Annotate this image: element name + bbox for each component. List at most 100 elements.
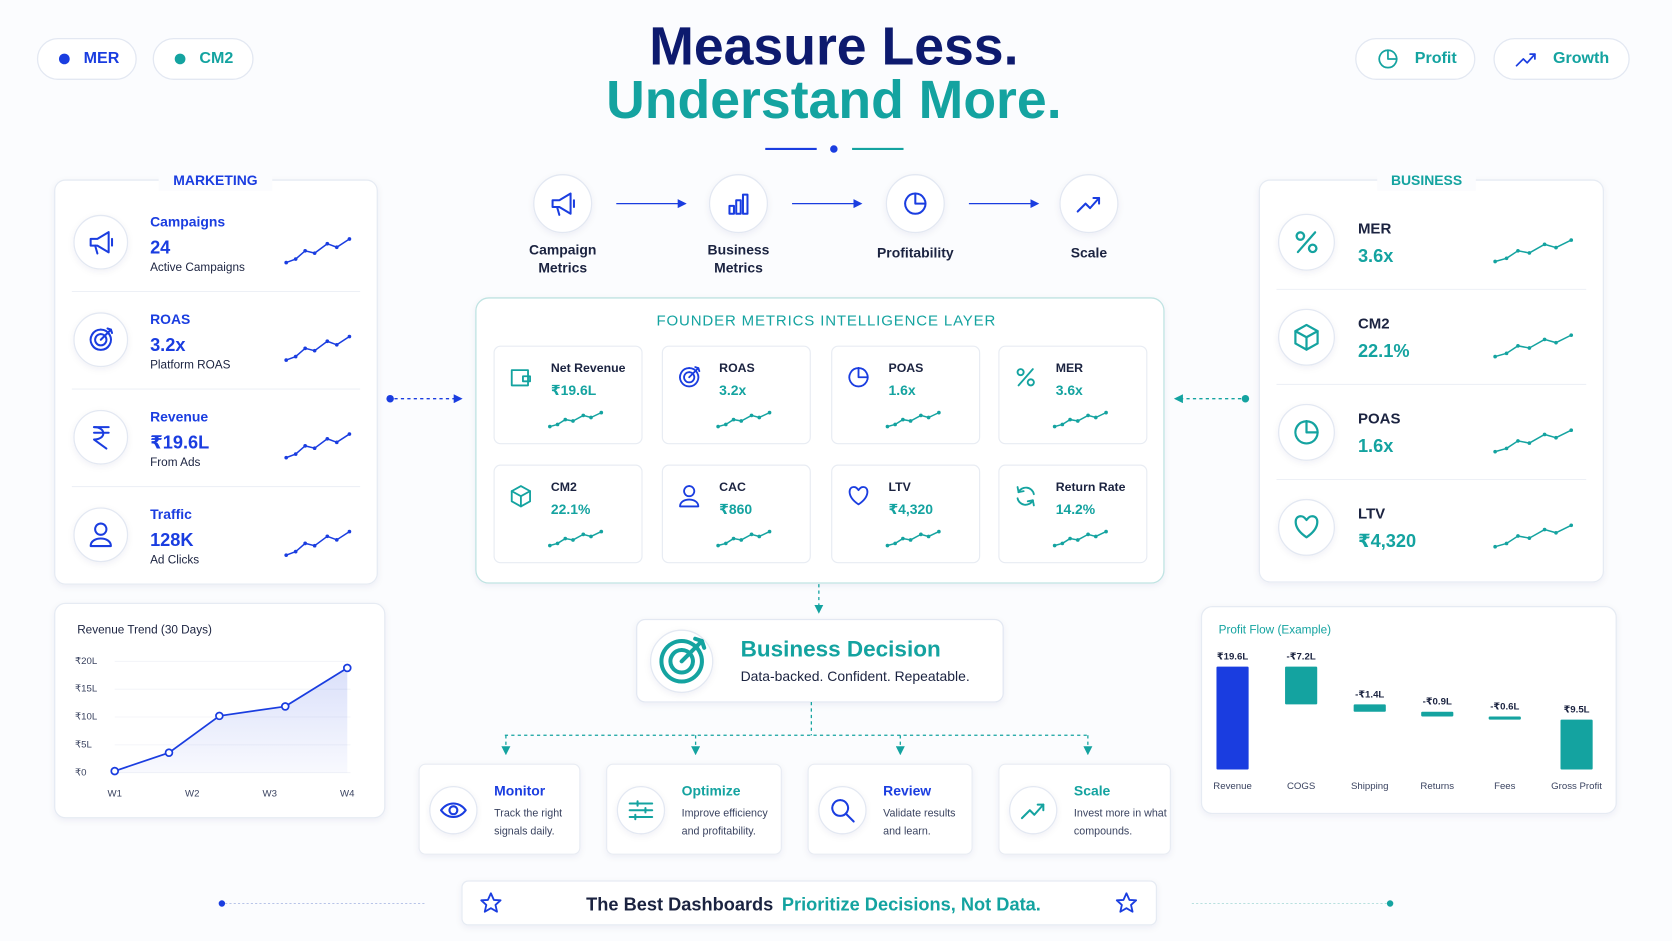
sparkline-dot <box>1075 419 1080 423</box>
icon-stroke <box>831 799 849 817</box>
sparkline-dot <box>1504 256 1509 261</box>
sparkline-dot <box>563 417 568 422</box>
icon-stroke <box>683 485 696 498</box>
sparkline-dot <box>885 424 890 429</box>
icon-stroke <box>904 192 927 215</box>
icon <box>89 522 112 548</box>
icon-stroke <box>99 328 112 341</box>
step-label: Metrics <box>538 260 587 276</box>
sparkline-dot <box>284 260 289 265</box>
sparkline-dot <box>926 415 931 420</box>
nav-pill[interactable] <box>1355 37 1476 80</box>
sparkline-dot <box>1493 259 1497 264</box>
icon <box>679 485 700 508</box>
action-text: signals daily. <box>494 826 554 838</box>
action-title: Scale <box>1074 783 1111 799</box>
sparkline-dot <box>1086 532 1090 537</box>
sparkline-dot <box>749 413 754 418</box>
metric-note: Platform ROAS <box>150 359 231 372</box>
metric-value: ₹19.6L <box>150 433 209 453</box>
sparkline-dot <box>548 424 552 429</box>
intelligence-layer <box>475 297 1165 584</box>
icon <box>628 800 654 821</box>
layer-title: FOUNDER METRICS INTELLIGENCE LAYER <box>656 312 996 329</box>
y-tick-label: ₹10L <box>75 712 98 723</box>
sparkline-dot <box>1516 439 1520 443</box>
icon-stroke <box>1092 196 1101 205</box>
card-value: 22.1% <box>551 501 591 517</box>
metric-label: LTV <box>1358 506 1385 523</box>
divider-dot <box>830 145 838 153</box>
sparkline-dot <box>1086 413 1090 418</box>
sparkline-dot <box>1104 529 1108 534</box>
icon-stroke <box>857 367 869 379</box>
sparkline-dot <box>739 419 744 423</box>
icon <box>1294 515 1319 539</box>
sparkline-dot <box>293 452 298 456</box>
sparkline-dot <box>312 348 317 353</box>
sparkline-dot <box>1569 428 1574 433</box>
sparkline-dot <box>555 422 560 427</box>
metric-value: 22.1% <box>1358 341 1410 361</box>
chart-panel <box>1200 605 1617 815</box>
sparkline-dot <box>312 251 317 255</box>
card-label: POAS <box>889 361 924 375</box>
icon <box>659 636 707 684</box>
card-value: 3.2x <box>719 382 746 398</box>
sparkline-dot <box>1569 523 1574 528</box>
icon-circle <box>708 174 769 234</box>
sparkline-dot <box>334 538 339 542</box>
icon-stroke <box>1529 53 1536 60</box>
metric-card <box>661 464 811 564</box>
footer-accent: Prioritize Decisions, Not Data. <box>782 894 1041 914</box>
icon <box>1295 231 1318 254</box>
area <box>114 667 348 773</box>
nav-pill[interactable] <box>1493 37 1630 80</box>
sparkline-dot <box>571 538 575 542</box>
icon-stroke <box>106 327 114 335</box>
sparkline-dot <box>1104 410 1108 415</box>
point <box>164 748 174 757</box>
sparkline-dot <box>293 549 298 554</box>
metric-value: 128K <box>150 530 194 550</box>
icon-circle <box>818 786 867 835</box>
icon <box>89 327 114 351</box>
value-label: -₹0.9L <box>1423 697 1452 708</box>
connector-dot <box>386 394 394 403</box>
point <box>215 711 224 721</box>
metric-label: ROAS <box>150 311 190 327</box>
y-tick-label: ₹15L <box>75 684 98 695</box>
card-label: CM2 <box>551 480 577 494</box>
y-tick-label: ₹20L <box>75 656 98 667</box>
icon-circle <box>73 214 129 270</box>
metric-label: Revenue <box>150 409 208 425</box>
icon-stroke <box>659 638 704 684</box>
sparkline-dot <box>1504 351 1509 356</box>
icon <box>93 426 110 450</box>
icon-stroke <box>844 812 855 823</box>
legend-pill[interactable] <box>36 37 137 80</box>
sparkline-dot <box>1052 424 1057 429</box>
metric-label: POAS <box>1358 410 1401 427</box>
metric-note: Active Campaigns <box>150 261 245 274</box>
sparkline-dot <box>926 534 931 539</box>
decision-title: Business Decision <box>741 636 941 661</box>
pill-label: MER <box>84 49 120 67</box>
sparkline-dot <box>284 553 289 557</box>
step-label: Scale <box>1071 245 1108 261</box>
icon <box>848 367 869 388</box>
card-value: ₹19.6L <box>551 382 597 398</box>
pill-dot <box>174 53 186 65</box>
icon-stroke <box>1294 420 1319 445</box>
card-label: Return Rate <box>1056 480 1126 494</box>
action-title: Optimize <box>682 783 741 799</box>
icon-stroke <box>448 805 459 816</box>
legend-pill[interactable] <box>152 37 254 80</box>
sparkline-dot <box>325 339 330 344</box>
x-tick-label: Revenue <box>1213 781 1252 792</box>
icon-stroke <box>439 802 467 819</box>
sparkline-dot <box>555 541 560 546</box>
icon <box>1020 803 1045 820</box>
metric-value: 3.6x <box>1358 246 1393 266</box>
